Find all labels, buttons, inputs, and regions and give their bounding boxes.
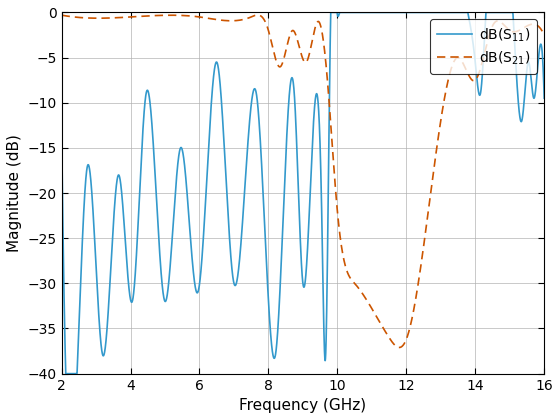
dB(S$_{21}$) — [254, 13, 261, 18]
dB(S$_{21}$) — [372, 312, 379, 318]
dB(S$_{11}$) — [242, 166, 249, 171]
Line: dB(S$_{21}$): dB(S$_{21}$) — [62, 15, 544, 347]
X-axis label: Frequency (GHz): Frequency (GHz) — [239, 398, 366, 413]
dB(S$_{21}$) — [146, 13, 153, 18]
dB(S$_{21}$) — [58, 13, 65, 18]
dB(S$_{21}$) — [541, 32, 548, 37]
dB(S$_{21}$) — [396, 345, 403, 350]
dB(S$_{11}$) — [418, 10, 425, 15]
dB(S$_{21}$) — [348, 277, 354, 282]
dB(S$_{21}$) — [242, 16, 249, 21]
Legend: dB(S$_{11}$), dB(S$_{21}$): dB(S$_{11}$), dB(S$_{21}$) — [430, 19, 537, 74]
dB(S$_{21}$) — [455, 55, 462, 60]
dB(S$_{11}$) — [62, 371, 69, 376]
dB(S$_{11}$) — [328, 10, 334, 15]
dB(S$_{11}$) — [146, 95, 153, 100]
dB(S$_{11}$) — [348, 10, 354, 15]
dB(S$_{11}$) — [372, 10, 379, 15]
Line: dB(S$_{11}$): dB(S$_{11}$) — [62, 13, 544, 374]
dB(S$_{11}$) — [455, 10, 462, 15]
dB(S$_{21}$) — [418, 256, 425, 261]
Y-axis label: Magnitude (dB): Magnitude (dB) — [7, 134, 22, 252]
dB(S$_{11}$) — [541, 96, 548, 101]
dB(S$_{11}$) — [58, 127, 65, 132]
